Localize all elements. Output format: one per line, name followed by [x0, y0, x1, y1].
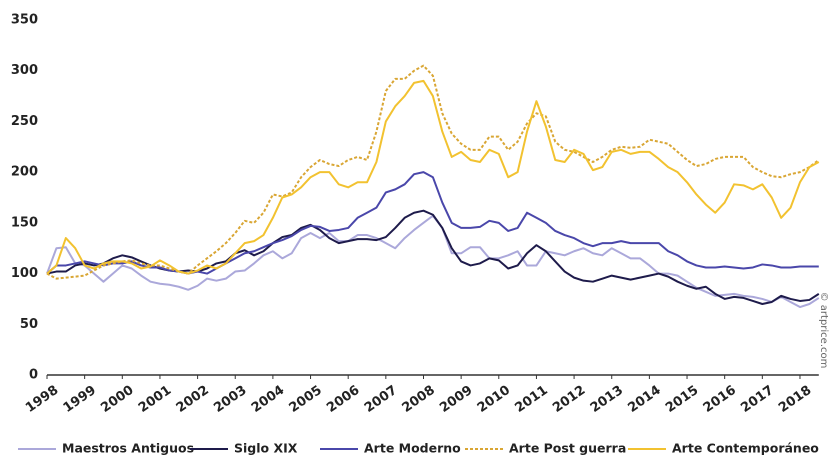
series-line: [46, 79, 820, 275]
x-tick-label: 2008: [400, 383, 438, 416]
y-tick-label: 50: [20, 317, 38, 332]
y-tick-label: 250: [11, 114, 38, 129]
x-tick-label: 2010: [475, 383, 513, 416]
legend-label: Arte Moderno: [364, 441, 461, 456]
x-tick-label: 1998: [23, 383, 61, 416]
series-line: [46, 64, 820, 280]
x-tick-label: 2017: [738, 383, 776, 416]
y-tick-label: 200: [11, 165, 38, 180]
x-tick-label: 2012: [550, 383, 588, 416]
x-tick-label: 2004: [249, 383, 287, 416]
x-tick-label: 2001: [136, 383, 174, 416]
watermark: © artprice.com: [818, 292, 829, 369]
x-tick-label: 1999: [61, 383, 99, 416]
y-tick-label: 0: [29, 368, 38, 383]
x-tick-label: 2015: [663, 383, 701, 416]
x-tick-label: 2005: [287, 383, 325, 416]
y-tick-label: 100: [11, 266, 38, 281]
x-tick-label: 2006: [324, 383, 362, 416]
x-tick-label: 2007: [362, 383, 400, 416]
legend-label: Arte Post guerra: [509, 441, 626, 456]
x-tick-label: 2000: [98, 383, 136, 416]
x-tick-label: 2002: [174, 383, 212, 416]
x-tick-label: 2003: [211, 383, 249, 416]
x-tick-label: 2011: [512, 383, 550, 416]
legend-label: Siglo XIX: [234, 441, 298, 456]
x-tick-label: 2013: [588, 383, 626, 416]
x-tick-label: 2018: [776, 383, 814, 416]
legend-label: Arte Contemporáneo: [672, 441, 819, 456]
x-tick-label: 2009: [437, 383, 475, 416]
y-tick-label: 350: [11, 13, 38, 28]
y-tick-label: 300: [11, 63, 38, 78]
x-tick-label: 2016: [701, 383, 739, 416]
y-tick-label: 150: [11, 215, 38, 230]
series-line: [46, 171, 819, 275]
legend-label: Maestros Antiguos: [62, 441, 194, 456]
x-tick-label: 2014: [625, 383, 663, 416]
